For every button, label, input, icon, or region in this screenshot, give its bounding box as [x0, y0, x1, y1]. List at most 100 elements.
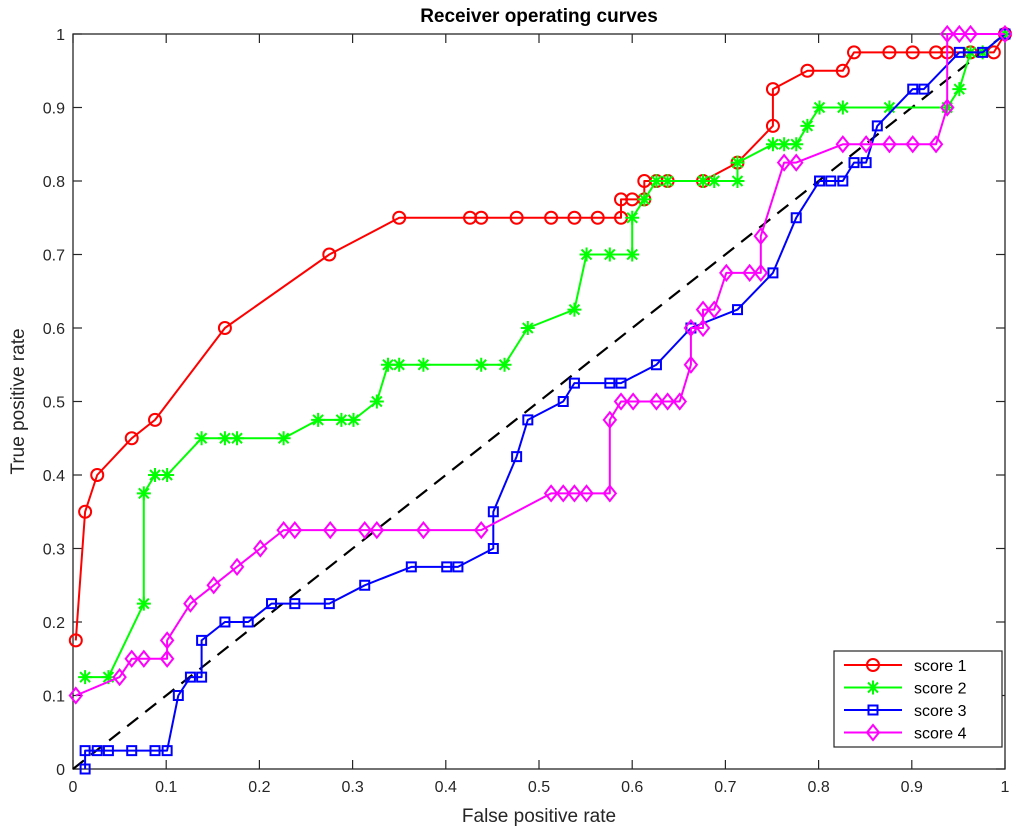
x-tick-label: 0.1: [155, 779, 177, 796]
series-2-point: [660, 174, 675, 188]
series-1-point: [544, 210, 559, 225]
series-1-point: [322, 247, 337, 262]
series-2-point: [520, 321, 535, 335]
y-tick-label: 0.6: [43, 321, 65, 338]
series-2-point: [194, 431, 209, 446]
y-tick-label: 0.3: [43, 542, 65, 559]
series-2-point: [567, 302, 582, 317]
series-4-point: [939, 98, 955, 117]
series-4-point: [159, 631, 175, 650]
series-2-point: [625, 247, 640, 262]
x-tick-label: 0.2: [248, 779, 270, 796]
series-2-point: [276, 431, 291, 446]
y-axis-label: True positive rate: [8, 328, 29, 474]
series-2-point: [649, 174, 664, 188]
series-1-point: [392, 210, 407, 225]
series-1-point: [905, 45, 920, 60]
series-4-point: [939, 24, 955, 44]
chance-diagonal-line: [72, 33, 1006, 770]
series-3-point: [977, 46, 989, 58]
series-3-point: [196, 671, 208, 683]
series-3-point: [184, 671, 196, 683]
series-1-point: [68, 633, 83, 648]
legend-label: score 3: [914, 703, 967, 720]
series-2-point: [730, 174, 745, 188]
series-4-point: [602, 410, 618, 429]
series-3-point: [102, 745, 114, 757]
y-tick-label: 0.7: [43, 248, 65, 265]
series-4-point: [882, 135, 897, 154]
chart-title: Receiver operating curves: [420, 6, 658, 27]
series-2-point: [392, 357, 407, 372]
series-2-point: [78, 670, 93, 685]
x-tick-label: 0.5: [528, 779, 550, 796]
series-3-point: [871, 120, 883, 132]
y-tick-label: 0.8: [43, 174, 65, 191]
series-2-point: [579, 247, 594, 262]
series-3-point: [953, 46, 965, 58]
series-2-point: [812, 100, 827, 115]
series-3-point: [487, 543, 499, 554]
series-4-point: [695, 318, 711, 338]
legend-marker: [866, 680, 880, 695]
series-2-point: [346, 412, 361, 427]
series-3-point: [615, 377, 627, 389]
series-4-point: [858, 135, 874, 154]
series-4-point: [660, 392, 675, 411]
series-2-point: [334, 412, 349, 427]
series-2-point: [160, 468, 175, 482]
legend-entry-2: score 2: [844, 680, 967, 698]
series-4-point: [742, 263, 757, 282]
series-4-point: [649, 392, 664, 411]
series-3-point: [604, 377, 616, 389]
series-2-point: [416, 357, 431, 372]
legend-label: score 4: [914, 726, 967, 743]
series-3-point: [511, 451, 523, 463]
series-1-point: [148, 412, 163, 427]
series-3-point: [405, 561, 417, 573]
x-tick-label: 1: [1001, 779, 1010, 796]
series-4-point: [112, 668, 127, 687]
series-4-point: [952, 24, 967, 44]
series-3-point: [161, 745, 173, 757]
legend-label: score 1: [914, 658, 967, 675]
series-3-point: [359, 579, 371, 591]
series-1-point: [509, 210, 524, 225]
series-4-point: [287, 521, 303, 540]
series-3-point: [487, 506, 499, 518]
series-4-point: [963, 24, 978, 44]
series-4-point: [613, 392, 629, 411]
series-2-point: [835, 100, 850, 115]
series-3-point: [196, 634, 208, 646]
series-4-point: [322, 521, 338, 540]
series-3-point: [266, 598, 278, 610]
series-4-point: [369, 521, 385, 540]
series-4-point: [136, 649, 152, 668]
series-1-point: [847, 45, 862, 60]
series-3-point: [219, 616, 231, 628]
series-3-point: [172, 690, 184, 701]
series-2-point: [637, 192, 652, 207]
x-axis-label: False positive rate: [462, 806, 616, 827]
series-2-point: [707, 174, 722, 188]
series-1-point: [567, 210, 582, 225]
series-1-point: [474, 210, 489, 225]
legend-entry-1: score 1: [844, 658, 967, 675]
series-4-point: [567, 484, 582, 503]
series-3-point: [323, 598, 335, 610]
series-1-point: [590, 210, 605, 225]
series-4-point: [706, 300, 722, 319]
y-tick-label: 0: [56, 762, 65, 779]
series-4-point: [997, 24, 1013, 44]
legend-entry-4: score 4: [844, 723, 967, 743]
series-4-point: [555, 484, 571, 503]
series-3-point: [848, 157, 860, 169]
series-2: [78, 27, 1012, 685]
series-3-point: [242, 616, 254, 628]
series-3-point: [650, 359, 662, 371]
series-3-point: [289, 598, 301, 610]
y-tick-label: 0.5: [43, 395, 65, 412]
x-tick-label: 0.7: [714, 779, 736, 796]
series-2-point: [136, 596, 151, 611]
